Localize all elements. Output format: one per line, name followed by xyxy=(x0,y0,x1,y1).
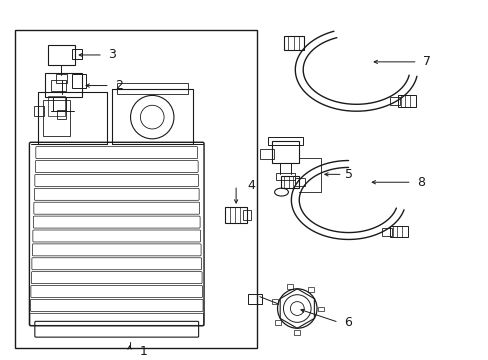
Bar xyxy=(117,82,187,94)
Bar xyxy=(47,45,75,65)
Bar xyxy=(44,73,82,98)
Bar xyxy=(47,96,65,116)
Bar xyxy=(34,106,43,116)
Text: 3: 3 xyxy=(108,49,116,62)
Bar xyxy=(247,294,261,303)
Text: 6: 6 xyxy=(343,316,351,329)
Bar xyxy=(72,49,82,59)
Bar xyxy=(397,95,415,107)
Bar xyxy=(267,137,303,145)
Text: 5: 5 xyxy=(344,168,352,181)
Bar xyxy=(112,90,192,144)
Bar xyxy=(389,226,407,238)
Text: 1: 1 xyxy=(139,346,147,359)
Bar xyxy=(271,141,299,162)
Bar xyxy=(42,100,70,136)
Text: 2: 2 xyxy=(115,79,122,92)
Bar xyxy=(51,80,66,91)
Bar xyxy=(38,93,107,144)
Bar xyxy=(56,74,67,82)
Bar xyxy=(281,176,299,188)
Bar xyxy=(307,287,313,292)
Bar xyxy=(243,210,250,220)
Text: 4: 4 xyxy=(246,179,254,192)
Bar xyxy=(72,74,86,87)
Bar xyxy=(225,207,246,223)
Text: 7: 7 xyxy=(422,55,430,68)
Bar xyxy=(259,149,273,158)
Bar xyxy=(389,98,399,105)
Bar xyxy=(286,284,292,289)
Bar xyxy=(57,110,66,119)
Bar xyxy=(15,30,256,348)
Bar xyxy=(284,36,304,50)
Bar xyxy=(381,228,391,235)
Bar xyxy=(295,178,305,186)
Text: 8: 8 xyxy=(416,176,424,189)
Bar xyxy=(271,299,277,304)
Bar xyxy=(294,330,300,335)
Bar xyxy=(275,174,295,180)
Bar xyxy=(275,320,281,325)
Bar xyxy=(317,307,323,311)
